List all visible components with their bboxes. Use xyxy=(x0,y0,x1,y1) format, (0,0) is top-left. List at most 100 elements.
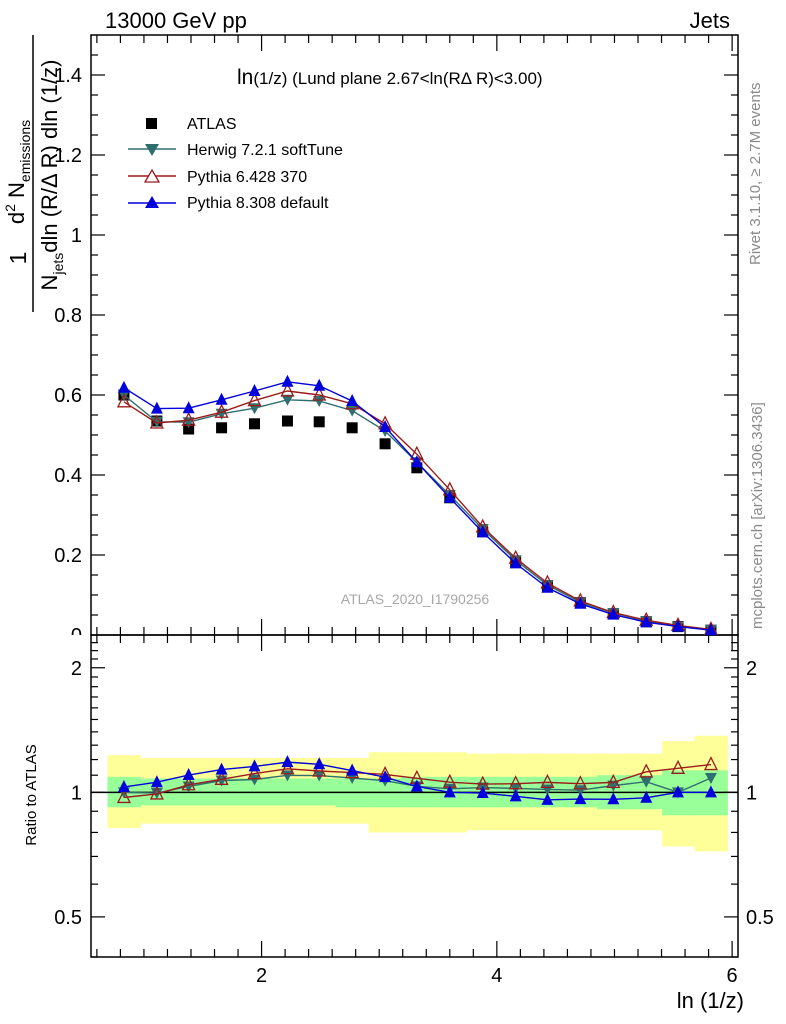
ratio-point-herwig xyxy=(248,774,261,786)
x-tick-labels: 2 4 6 xyxy=(256,965,738,987)
data-point-pythia8 xyxy=(509,556,522,569)
ratio-point-pythia6 xyxy=(703,756,718,771)
x-tick-label: 2 xyxy=(256,965,267,987)
x-axis-label: ln (1/z) xyxy=(677,988,744,1013)
data-point-pythia8 xyxy=(117,380,130,393)
x-tick-label: 4 xyxy=(491,965,502,987)
ratio-y-tick-label-right: 2 xyxy=(746,658,757,680)
analysis-watermark: ATLAS_2020_I1790256 xyxy=(341,591,490,607)
data-point-atlas xyxy=(379,438,391,450)
y-tick-label: 0.2 xyxy=(54,545,82,567)
ratio-point-pythia8 xyxy=(607,792,620,805)
main-y-axis-label: 1 d2 Nemissions Njetsdln (R/Δ R) dln (1/… xyxy=(2,35,66,312)
ratio-point-herwig xyxy=(574,785,587,797)
ratio-point-pythia8 xyxy=(379,770,392,783)
y-tick-label-zero-clip: 0 xyxy=(71,625,82,647)
data-point-pythia8 xyxy=(443,490,456,503)
ratio-point-pythia6 xyxy=(214,770,229,785)
data-point-pythia6 xyxy=(116,393,131,408)
ratio-point-pythia6 xyxy=(639,763,654,778)
y-label-one: 1 xyxy=(5,252,31,265)
data-point-pythia8 xyxy=(476,525,489,538)
ratio-point-herwig xyxy=(640,776,653,788)
data-point-atlas xyxy=(249,418,261,430)
ratio-point-pythia6 xyxy=(280,760,295,775)
data-point-pythia8 xyxy=(574,596,587,609)
data-point-pythia6 xyxy=(312,386,327,401)
ratio-y-axis-label: Ratio to ATLAS xyxy=(23,744,40,845)
data-point-herwig xyxy=(281,394,294,406)
main-y-tick-labels: 0.2 0.4 0.6 0.8 1 1.2 1.4 xyxy=(54,65,82,567)
ratio-point-pythia8 xyxy=(248,759,261,772)
ratio-y-tick-label-right: 1 xyxy=(746,782,757,804)
ratio-point-herwig xyxy=(607,780,620,792)
ratio-point-pythia8 xyxy=(117,780,130,793)
ratio-point-pythia8 xyxy=(346,763,359,776)
ratio-point-pythia8 xyxy=(182,768,195,781)
main-series xyxy=(116,374,718,636)
y-tick-label: 1.2 xyxy=(54,145,82,167)
ratio-point-pythia8 xyxy=(443,785,456,798)
data-point-pythia8 xyxy=(379,420,392,432)
ratio-frame xyxy=(90,634,739,958)
data-point-atlas xyxy=(281,415,293,427)
ratio-point-pythia6 xyxy=(508,775,523,790)
legend-marker-atlas xyxy=(146,118,157,129)
data-point-herwig xyxy=(313,396,326,407)
mcplots-label: mcplots.cern.ch [arXiv:1306.3436] xyxy=(749,402,766,629)
header-left: 13000 GeV pp xyxy=(105,8,247,33)
data-point-atlas xyxy=(183,423,195,435)
data-point-pythia8 xyxy=(704,623,717,636)
data-point-pythia8 xyxy=(607,607,620,620)
ratio-point-pythia8 xyxy=(509,789,522,802)
data-point-pythia8 xyxy=(640,615,653,628)
data-point-pythia8 xyxy=(182,401,195,414)
ratio-point-pythia6 xyxy=(181,776,196,791)
ratio-point-pythia6 xyxy=(540,773,555,789)
rivet-label: Rivet 3.1.10, ≥ 2.7M events xyxy=(747,83,764,266)
ratio-point-pythia6 xyxy=(247,765,262,780)
main-axis-ticks xyxy=(91,35,738,635)
ratio-y-tick-label-left: 1 xyxy=(71,782,82,804)
y-tick-label: 1.4 xyxy=(54,65,82,87)
ratio-y-tick-labels: 0.5 1 2 0.5 1 2 xyxy=(54,658,774,929)
ratio-point-pythia8 xyxy=(150,775,163,788)
data-point-pythia6 xyxy=(247,392,262,407)
ratio-point-pythia6 xyxy=(573,775,588,790)
y-tick-label-zero: 0 xyxy=(71,625,82,647)
ratio-y-tick-label-left: 0.5 xyxy=(54,907,82,929)
ratio-point-pythia8 xyxy=(574,792,587,805)
ratio-point-pythia8 xyxy=(215,762,228,775)
y-tick-label: 0.8 xyxy=(54,305,82,327)
ratio-point-pythia8 xyxy=(672,785,685,798)
data-point-pythia8 xyxy=(150,401,163,414)
data-point-herwig xyxy=(346,405,359,417)
ratio-line-pythia6 xyxy=(123,763,712,799)
data-point-pythia8 xyxy=(346,394,359,406)
ratio-point-pythia8 xyxy=(541,792,554,805)
ratio-point-pythia6 xyxy=(670,759,686,774)
legend-label-pythia6: Pythia 6.428 370 xyxy=(187,169,307,186)
legend-marker-pythia8 xyxy=(145,196,159,208)
data-point-atlas xyxy=(346,422,358,434)
ratio-point-pythia8 xyxy=(281,755,294,768)
data-point-pythia8 xyxy=(410,455,423,468)
ratio-y-tick-label-left: 2 xyxy=(71,658,82,680)
ratio-series xyxy=(116,755,718,805)
header-right: Jets xyxy=(690,8,730,33)
data-point-pythia6 xyxy=(280,382,295,397)
data-point-atlas xyxy=(216,422,228,434)
data-point-pythia8 xyxy=(541,580,554,593)
data-point-pythia6 xyxy=(181,411,196,426)
ratio-point-pythia8 xyxy=(410,779,423,792)
legend-label-herwig: Herwig 7.2.1 softTune xyxy=(187,142,343,159)
y-label-denominator: Njetsdln (R/Δ R) dln (1/z) xyxy=(37,60,66,291)
data-point-pythia8 xyxy=(313,378,326,391)
data-point-pythia8 xyxy=(672,619,685,632)
y-tick-label: 0.4 xyxy=(54,465,82,487)
legend-label-atlas: ATLAS xyxy=(187,116,237,133)
data-point-pythia8 xyxy=(281,374,294,387)
main-title: ln(1/z) (Lund plane 2.67<ln(RΔ R)<3.00) xyxy=(237,66,543,89)
ratio-point-pythia8 xyxy=(704,785,717,798)
